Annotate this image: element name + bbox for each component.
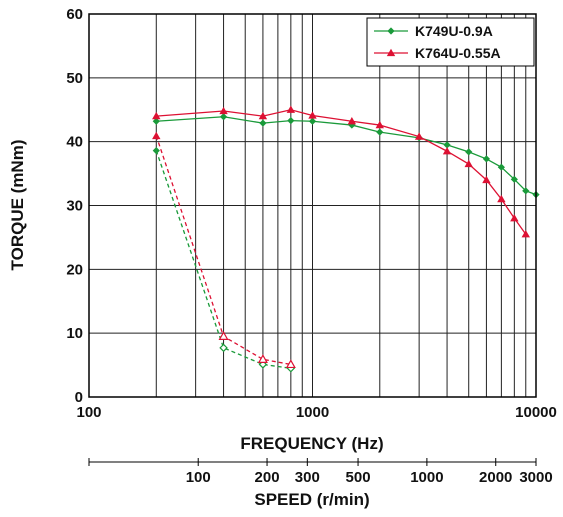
- data-point: [257, 354, 268, 363]
- data-point: [287, 117, 295, 125]
- y-axis-title: TORQUE (mNm): [8, 140, 27, 271]
- legend: K749U-0.9A K764U-0.55A: [366, 17, 535, 67]
- y-tick-label: 40: [66, 134, 83, 151]
- speed-axis-title: SPEED (r/min): [254, 490, 369, 509]
- y-tick-label: 30: [66, 198, 83, 215]
- data-point: [386, 48, 396, 57]
- tick-labels: 0 10 20 30 40 50 60 100 1000 10000: [66, 6, 557, 421]
- y-tick-label: 10: [66, 325, 83, 342]
- speed-tick-label: 2000: [479, 469, 512, 486]
- data-point: [376, 128, 384, 136]
- speed-tick-label: 3000: [519, 469, 552, 486]
- data-point: [414, 132, 424, 140]
- data-point: [258, 360, 268, 369]
- data-point: [219, 113, 228, 121]
- data-point: [521, 230, 530, 238]
- speed-tick-label: 100: [186, 469, 211, 486]
- series-line-dashed: [155, 135, 291, 366]
- speed-tick-label: 500: [346, 469, 371, 486]
- plot-frame: [88, 13, 537, 398]
- data-point: [375, 120, 384, 129]
- data-point: [286, 105, 296, 113]
- data-point: [285, 359, 296, 369]
- data-point: [308, 111, 317, 119]
- data-point: [510, 214, 519, 222]
- data-point: [464, 159, 473, 168]
- speed-axis: 100 200 300 500 1000 2000 3000: [88, 458, 553, 486]
- data-point: [152, 117, 160, 125]
- data-point: [442, 147, 452, 155]
- data-point: [482, 155, 491, 163]
- data-point: [522, 187, 530, 195]
- x-tick-label: 10000: [515, 404, 557, 421]
- series-lines: [155, 109, 537, 369]
- data-point: [152, 147, 160, 155]
- legend-entry: K764U-0.55A: [415, 45, 501, 61]
- data-point: [387, 27, 395, 35]
- y-tick-label: 20: [66, 261, 83, 278]
- speed-tick-label: 1000: [410, 469, 443, 486]
- data-point: [258, 111, 268, 120]
- speed-tick-label: 200: [255, 469, 280, 486]
- x-axis-title: FREQUENCY (Hz): [240, 434, 383, 453]
- x-tick-label: 100: [76, 404, 101, 421]
- y-tick-label: 0: [75, 389, 83, 406]
- data-point: [219, 343, 228, 353]
- data-point: [443, 141, 451, 149]
- grid-lines: [89, 14, 536, 397]
- data-point: [259, 119, 267, 127]
- data-point: [152, 111, 161, 120]
- y-tick-label: 60: [66, 6, 83, 23]
- data-point: [497, 163, 505, 171]
- series-markers: [152, 105, 540, 373]
- data-point: [510, 175, 518, 183]
- series-line-solid: [156, 109, 527, 235]
- data-point: [218, 331, 229, 340]
- legend-entry: K749U-0.9A: [415, 23, 493, 39]
- x-tick-label: 1000: [296, 404, 329, 421]
- legend-box: [366, 17, 535, 67]
- speed-tick-label: 300: [295, 469, 320, 486]
- data-point: [482, 175, 491, 184]
- data-point: [497, 194, 506, 203]
- series-line-solid: [156, 116, 537, 196]
- data-point: [347, 117, 357, 125]
- data-point: [219, 106, 228, 115]
- y-tick-label: 50: [66, 70, 83, 87]
- data-point: [465, 148, 473, 156]
- data-point: [152, 131, 161, 140]
- data-point: [308, 117, 317, 125]
